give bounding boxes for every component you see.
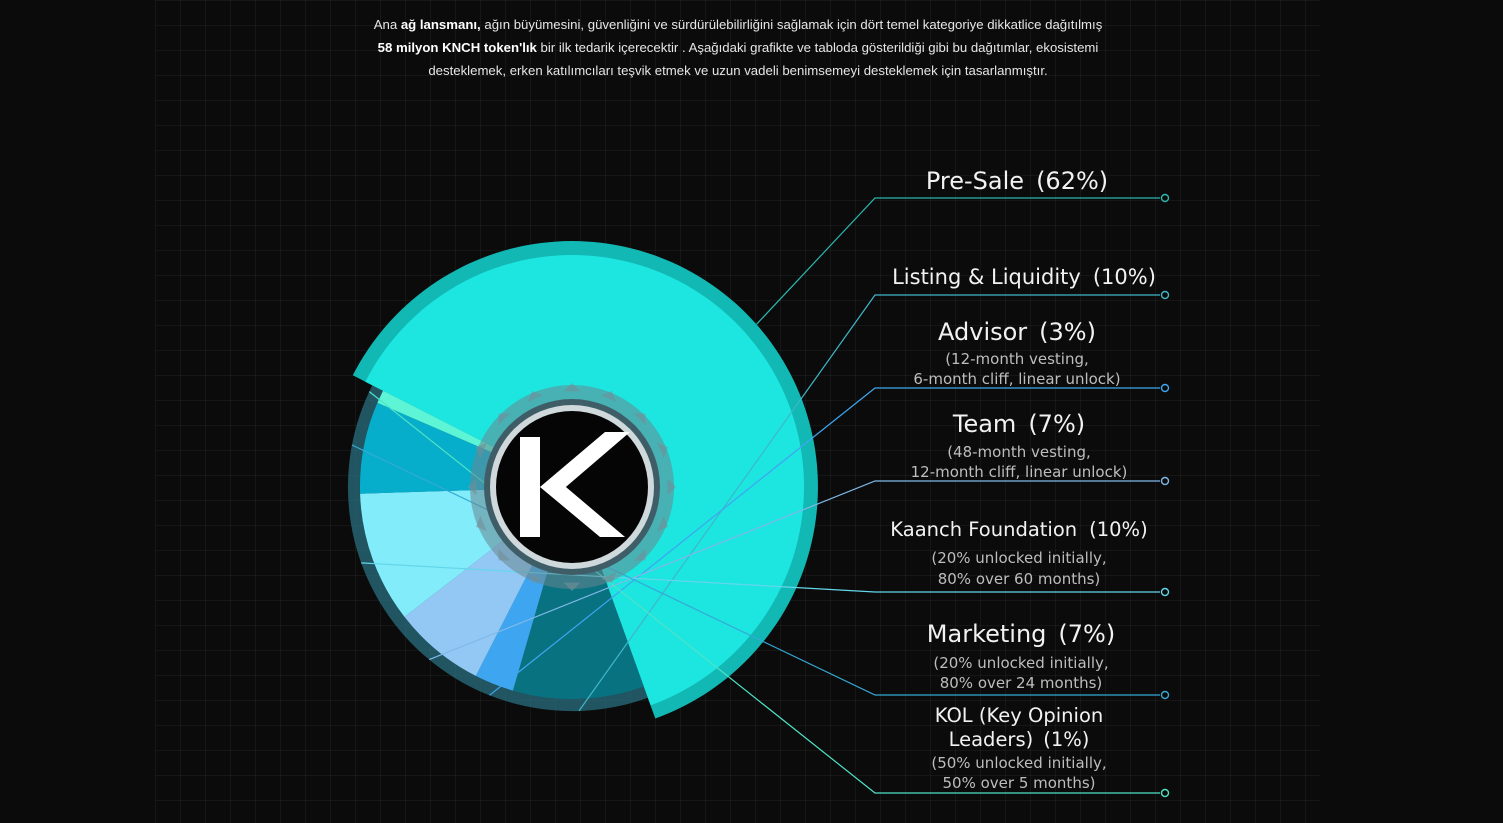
knch-k-logo-icon	[520, 432, 630, 537]
label-name-marketing: Marketing	[927, 620, 1047, 648]
leader-line-pre-sale	[756, 197, 1160, 325]
label-name-listing-liquidity: Listing & Liquidity	[892, 265, 1081, 289]
leader-end-dot-marketing	[1160, 690, 1170, 700]
label-pct-advisor: (3%)	[1039, 318, 1096, 346]
leader-line-advisor	[489, 387, 1160, 696]
leader-end-dot-kol-key-opinion-leaders	[1160, 788, 1170, 798]
leader-end-dot-advisor	[1160, 383, 1170, 393]
intro-bold-1: ağ lansmanı,	[400, 17, 481, 32]
label-pct-pre-sale: (62%)	[1036, 167, 1108, 195]
leader-end-dot-listing-liquidity	[1160, 290, 1170, 300]
intro-text-2: ağın büyümesini, güvenliğini ve sürdürül…	[480, 17, 1103, 32]
label-name2-kol-key-opinion-leaders: Leaders)	[949, 728, 1034, 751]
label-title-marketing: Marketing (7%)	[927, 620, 1115, 648]
label-note-team-1: (48-month vesting,	[947, 443, 1091, 461]
label-title-pre-sale: Pre-Sale (62%)	[926, 167, 1108, 195]
label-pct-marketing: (7%)	[1058, 620, 1115, 648]
label-title-kol-key-opinion-leaders: KOL (Key Opinion	[935, 704, 1104, 727]
label-pct-listing-liquidity: (10%)	[1093, 265, 1156, 289]
label-title-listing-liquidity: Listing & Liquidity (10%)	[892, 265, 1156, 289]
label-name-team: Team	[952, 410, 1016, 438]
label-title-kaanch-foundation: Kaanch Foundation (10%)	[890, 518, 1147, 541]
label-title-advisor: Advisor (3%)	[938, 318, 1096, 346]
label-title2-kol-key-opinion-leaders: Leaders) (1%)	[949, 728, 1090, 751]
label-note-advisor-1: (12-month vesting,	[945, 350, 1089, 368]
leader-line-listing-liquidity	[578, 294, 1160, 712]
label-note-kaanch-foundation-2: 80% over 60 months)	[938, 570, 1101, 588]
leader-end-dot-kaanch-foundation	[1160, 587, 1170, 597]
leader-end-dot-team	[1160, 476, 1170, 486]
label-note-marketing-2: 80% over 24 months)	[940, 674, 1103, 692]
leader-end-dot-pre-sale	[1160, 193, 1170, 203]
label-pct-kol-key-opinion-leaders: (1%)	[1043, 728, 1089, 751]
label-note-kaanch-foundation-1: (20% unlocked initially,	[931, 549, 1106, 567]
label-name-pre-sale: Pre-Sale	[926, 167, 1024, 195]
label-note-advisor-2: 6-month cliff, linear unlock)	[913, 370, 1120, 388]
label-pct-team: (7%)	[1028, 410, 1085, 438]
label-note-team-2: 12-month cliff, linear unlock)	[911, 463, 1128, 481]
slice-labels: Pre-Sale (62%) Listing & Liquidity (10%) Adv…	[890, 167, 1156, 792]
slice-listing-liquidity	[512, 487, 644, 700]
label-pct-kaanch-foundation: (10%)	[1089, 518, 1148, 541]
intro-bold-2: 58 milyon KNCH token'lık	[377, 40, 537, 55]
intro-text-3: bir ilk tedarik içerecektir . Aşağıdaki …	[428, 40, 1099, 78]
label-title-team: Team (7%)	[952, 410, 1085, 438]
label-name-advisor: Advisor	[938, 318, 1027, 346]
label-note-kol-key-opinion-leaders-2: 50% over 5 months)	[943, 774, 1096, 792]
leader-line-team	[428, 480, 1160, 661]
center-logo-group	[468, 383, 676, 591]
intro-paragraph: Ana ağ lansmanı, ağın büyümesini, güvenl…	[370, 13, 1106, 82]
label-name-kol-key-opinion-leaders: KOL (Key Opinion	[935, 704, 1104, 727]
intro-text-1: Ana	[373, 17, 401, 32]
label-name-kaanch-foundation: Kaanch Foundation	[890, 518, 1077, 541]
label-note-marketing-1: (20% unlocked initially,	[933, 654, 1108, 672]
label-note-kol-key-opinion-leaders-1: (50% unlocked initially,	[931, 754, 1106, 772]
